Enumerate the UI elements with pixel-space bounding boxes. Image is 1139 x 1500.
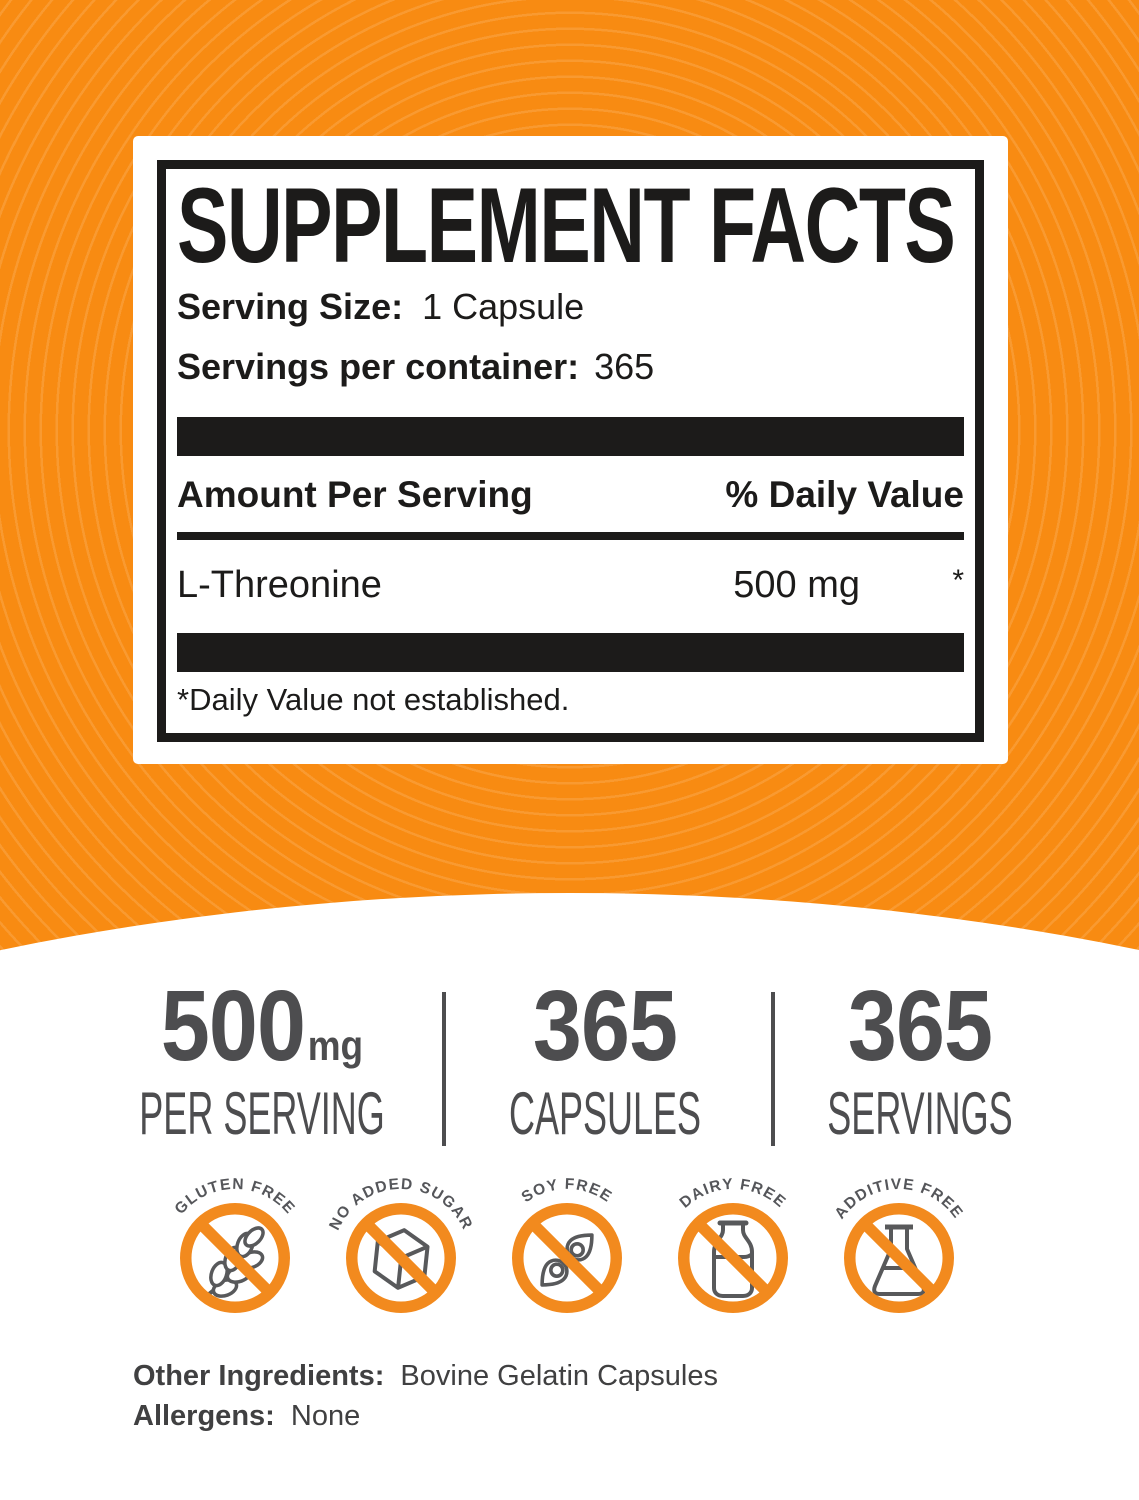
supplement-facts-panel: SUPPLEMENT FACTS Serving Size: 1 Capsule… xyxy=(133,136,1008,764)
stat-number: 365 xyxy=(784,976,1056,1076)
prohibition-slash xyxy=(528,1219,606,1297)
badge-gluten-free: GLUTEN FREE xyxy=(150,1176,320,1340)
facts-panel-border xyxy=(157,160,984,742)
separator-bar-bottom xyxy=(177,633,964,672)
curved-section-divider xyxy=(0,893,1139,1500)
ingredient-name: L-Threonine xyxy=(177,564,382,606)
stat-servings: 365 SERVINGS xyxy=(766,976,1075,1144)
ingredient-amount: 500 mg xyxy=(733,564,860,606)
ingredient-row: L-Threonine 500 mg * xyxy=(177,564,964,607)
stat-unit: mg xyxy=(307,1022,364,1069)
badge-arc-label: ADDITIVE FREE xyxy=(832,1178,967,1222)
separator-bar-top xyxy=(177,417,964,456)
servings-label: Servings per container: xyxy=(177,346,580,387)
badge-soy-free: SOY FREE xyxy=(482,1176,652,1340)
servings-per-container-line: Servings per container: 365 xyxy=(177,346,654,388)
allergens-line: Allergens: None xyxy=(133,1396,718,1436)
badge-additive-free: ADDITIVE FREE xyxy=(814,1176,984,1340)
stat-value: 500 xyxy=(160,970,306,1082)
allergens-value: None xyxy=(290,1400,361,1432)
no-added-sugar-badge-graphic: NO ADDED SUGAR xyxy=(326,1176,474,1313)
facts-column-headers: Amount Per Serving % Daily Value xyxy=(177,474,964,516)
daily-value-header: % Daily Value xyxy=(725,474,964,515)
footer-ingredients: Other Ingredients: Bovine Gelatin Capsul… xyxy=(133,1356,718,1436)
stats-divider xyxy=(442,992,446,1146)
amount-per-serving-header: Amount Per Serving xyxy=(177,474,533,515)
stat-number: 500 mg xyxy=(82,976,442,1076)
gluten-free-badge-graphic: GLUTEN FREE xyxy=(172,1176,297,1313)
prohibition-circle xyxy=(844,1203,954,1313)
other-ingredients-label: Other Ingredients: xyxy=(133,1360,385,1392)
prohibition-circle xyxy=(180,1203,290,1313)
stat-label: SERVINGS xyxy=(827,1080,1013,1147)
stats-divider xyxy=(771,992,775,1146)
thin-rule xyxy=(177,532,964,540)
stat-value: 365 xyxy=(532,970,678,1082)
soy-free-badge-graphic: SOY FREE xyxy=(512,1176,622,1313)
additive-free-badge-graphic: ADDITIVE FREE xyxy=(832,1176,967,1313)
prohibition-slash xyxy=(362,1219,440,1297)
prohibition-slash xyxy=(860,1219,938,1297)
stat-label: PER SERVING xyxy=(139,1080,385,1147)
prohibition-circle xyxy=(512,1203,622,1313)
other-ingredients-value: Bovine Gelatin Capsules xyxy=(400,1360,718,1392)
allergens-label: Allergens: xyxy=(133,1400,275,1432)
stat-number: 365 xyxy=(464,976,746,1076)
daily-value-footnote: *Daily Value not established. xyxy=(177,682,570,717)
serving-size-value: 1 Capsule xyxy=(422,286,585,327)
stat-per-serving: 500 mg PER SERVING xyxy=(57,976,466,1144)
prohibition-circle xyxy=(678,1203,788,1313)
serving-size-label: Serving Size: xyxy=(177,286,404,327)
stat-value: 365 xyxy=(847,970,993,1082)
badge-arc-label: SOY FREE xyxy=(519,1178,616,1206)
servings-value: 365 xyxy=(594,346,655,387)
prohibition-slash xyxy=(196,1219,274,1297)
prohibition-slash xyxy=(694,1219,772,1297)
badge-no-added-sugar: NO ADDED SUGAR xyxy=(316,1176,486,1340)
badge-dairy-free: DAIRY FREE xyxy=(648,1176,818,1340)
prohibition-circle xyxy=(346,1203,456,1313)
ingredient-daily-value: * xyxy=(952,564,964,597)
other-ingredients-line: Other Ingredients: Bovine Gelatin Capsul… xyxy=(133,1356,718,1396)
facts-title: SUPPLEMENT FACTS xyxy=(177,165,956,285)
serving-size-line: Serving Size: 1 Capsule xyxy=(177,286,584,328)
stat-capsules: 365 CAPSULES xyxy=(445,976,765,1144)
stat-label: CAPSULES xyxy=(508,1080,702,1147)
dairy-free-badge-graphic: DAIRY FREE xyxy=(677,1176,788,1313)
